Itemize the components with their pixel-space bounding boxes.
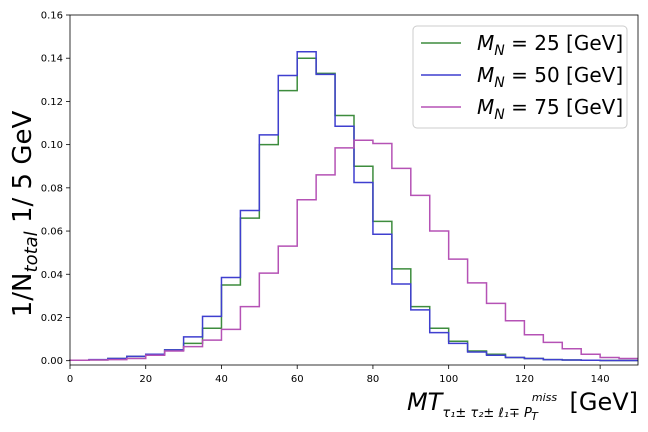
y-label-sub: total — [21, 231, 42, 272]
series-line-2 — [69, 139, 638, 361]
y-tick-label: 0.12 — [41, 97, 63, 108]
legend-box — [412, 25, 628, 129]
y-tick-label: 0.02 — [41, 313, 63, 324]
legend-label-1: MN = 50 [GeV] — [477, 63, 623, 91]
x-tick-label: 140 — [591, 374, 610, 385]
y-tick-label: 0.16 — [41, 11, 63, 22]
x-tick-label: 60 — [291, 374, 304, 385]
x-tick-label: 100 — [439, 374, 458, 385]
x-label-sub2: T — [531, 410, 539, 423]
y-tick-label: 0.10 — [41, 140, 63, 151]
series-line-1 — [69, 50, 638, 362]
legend-label-2: MN = 75 [GeV] — [477, 95, 623, 123]
y-label-suffix: 1/ 5 GeV — [8, 111, 38, 232]
x-axis: 0 20 40 60 80 100 120 140 — [67, 365, 610, 385]
x-tick-label: 80 — [367, 374, 380, 385]
y-axis: 0.00 0.02 0.04 0.06 0.08 0.10 0.12 0.14 0.16 — [41, 11, 70, 367]
y-tick-label: 0.04 — [41, 270, 63, 281]
x-tick-label: 20 — [139, 374, 152, 385]
x-tick-label: 120 — [515, 374, 534, 385]
x-label-sup: miss — [532, 391, 558, 404]
legend: MN = 25 [GeV] MN = 50 [GeV] MN = 75 [GeV] — [412, 25, 628, 129]
x-tick-label: 0 — [67, 374, 73, 385]
x-label-sub: τ₁± τ₂± ℓ₁∓ P — [442, 406, 532, 421]
y-tick-label: 0.14 — [41, 54, 63, 65]
legend-label-0: MN = 25 [GeV] — [477, 31, 623, 59]
series-layer — [69, 50, 638, 362]
plot-frame — [69, 14, 639, 366]
y-label-prefix: 1/N — [8, 272, 38, 317]
y-tick-label: 0.08 — [41, 183, 63, 194]
x-axis-label: MTτ₁± τ₂± ℓ₁∓ Pmiss T [GeV] — [407, 388, 638, 423]
x-tick-label: 40 — [215, 374, 228, 385]
y-axis-label: 1/Ntotal 1/ 5 GeV — [8, 111, 42, 318]
x-label-main: MT — [407, 388, 445, 416]
y-tick-label: 0.06 — [41, 227, 63, 238]
x-label-unit: [GeV] — [562, 388, 638, 416]
y-tick-label: 0.00 — [41, 356, 63, 367]
legend-entries: MN = 25 [GeV] MN = 50 [GeV] MN = 75 [GeV] — [421, 31, 623, 123]
